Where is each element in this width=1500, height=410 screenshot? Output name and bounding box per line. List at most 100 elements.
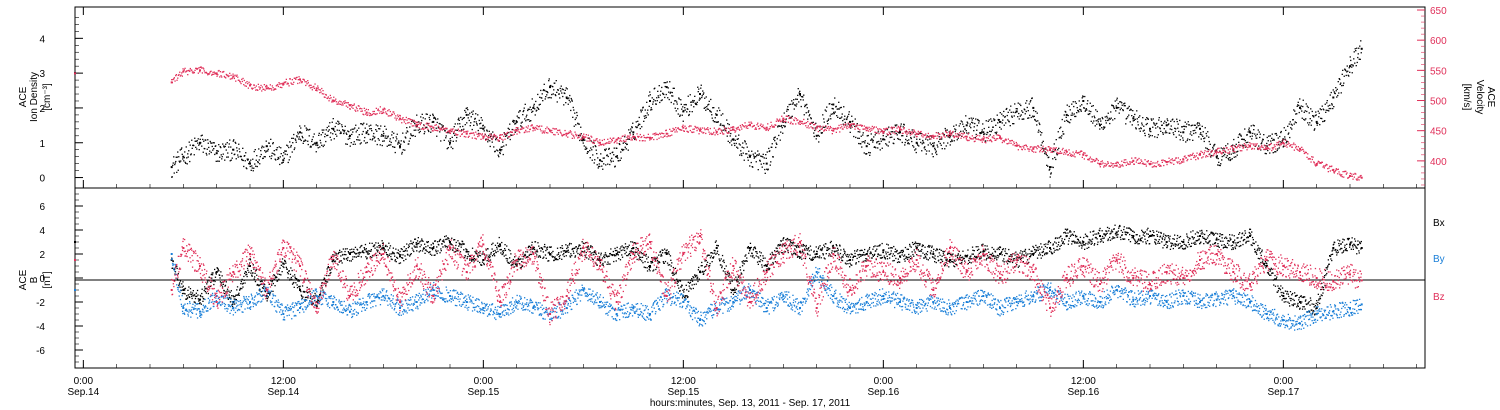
point-ion-density bbox=[1247, 131, 1249, 133]
point-ion-density bbox=[264, 150, 266, 152]
point-velocity bbox=[817, 125, 819, 127]
point-ion-density bbox=[565, 96, 568, 99]
point-ion-density bbox=[1031, 97, 1033, 99]
point-ion-density bbox=[263, 156, 265, 158]
point-ion-density bbox=[949, 137, 951, 139]
point-velocity bbox=[1288, 142, 1290, 145]
point-velocity bbox=[587, 134, 589, 136]
point-ion-density bbox=[415, 126, 417, 128]
point-ion-density bbox=[256, 165, 258, 168]
point-ion-density bbox=[954, 128, 956, 130]
point-velocity bbox=[282, 82, 285, 85]
point-ion-density bbox=[797, 88, 799, 90]
point-ion-density bbox=[191, 139, 193, 141]
point-bx bbox=[1199, 235, 1201, 237]
point-velocity bbox=[595, 138, 597, 140]
point-ion-density bbox=[185, 146, 187, 148]
point-velocity bbox=[1315, 162, 1318, 165]
point-ion-density bbox=[609, 152, 611, 155]
point-ion-density bbox=[524, 118, 526, 120]
point-velocity bbox=[931, 136, 933, 138]
point-ion-density bbox=[1108, 119, 1110, 121]
point-ion-density bbox=[1081, 104, 1083, 106]
point-velocity bbox=[292, 83, 294, 85]
point-velocity bbox=[779, 120, 781, 122]
point-velocity bbox=[664, 135, 666, 137]
point-ion-density bbox=[369, 128, 371, 130]
point-ion-density bbox=[552, 93, 554, 95]
point-ion-density bbox=[1102, 118, 1104, 120]
point-velocity bbox=[237, 76, 239, 78]
point-velocity bbox=[1173, 159, 1175, 161]
point-velocity bbox=[1142, 162, 1144, 164]
point-ion-density bbox=[651, 108, 653, 111]
point-velocity bbox=[783, 121, 785, 123]
point-ion-density bbox=[257, 161, 259, 163]
point-velocity bbox=[398, 119, 400, 121]
point-velocity bbox=[343, 102, 345, 104]
point-ion-density bbox=[694, 95, 696, 97]
point-ion-density bbox=[1118, 107, 1120, 109]
point-ion-density bbox=[729, 142, 731, 144]
point-ion-density bbox=[1335, 87, 1337, 89]
point-velocity bbox=[618, 137, 620, 139]
point-velocity bbox=[893, 126, 895, 129]
point-velocity bbox=[521, 126, 523, 128]
point-velocity bbox=[875, 126, 877, 128]
point-velocity bbox=[969, 136, 971, 139]
point-ion-density bbox=[609, 163, 611, 166]
point-velocity bbox=[592, 142, 594, 144]
point-velocity bbox=[916, 135, 918, 138]
point-velocity bbox=[581, 138, 583, 140]
point-ion-density bbox=[470, 122, 472, 124]
point-velocity bbox=[404, 119, 406, 121]
point-bx bbox=[310, 303, 312, 305]
point-ion-density bbox=[1170, 120, 1172, 122]
point-velocity bbox=[250, 83, 252, 86]
point-velocity bbox=[1276, 141, 1278, 144]
point-velocity bbox=[614, 140, 616, 142]
point-velocity bbox=[407, 118, 409, 120]
point-velocity bbox=[862, 128, 864, 130]
point-ion-density bbox=[735, 142, 737, 145]
point-velocity bbox=[953, 136, 955, 139]
point-velocity bbox=[423, 128, 425, 131]
point-velocity bbox=[1351, 173, 1353, 175]
point-ion-density bbox=[788, 115, 790, 117]
point-velocity bbox=[191, 71, 193, 73]
point-ion-density bbox=[353, 141, 355, 143]
point-ion-density bbox=[887, 145, 889, 147]
point-ion-density bbox=[321, 144, 323, 146]
point-velocity bbox=[219, 76, 221, 78]
point-velocity bbox=[973, 137, 975, 139]
point-ion-density bbox=[666, 81, 668, 83]
point-velocity bbox=[251, 87, 253, 89]
point-ion-density bbox=[791, 115, 793, 117]
point-ion-density bbox=[1314, 114, 1316, 117]
point-ion-density bbox=[1215, 149, 1217, 151]
point-bx bbox=[270, 280, 272, 282]
point-ion-density bbox=[208, 153, 210, 155]
point-ion-density bbox=[902, 135, 904, 137]
point-ion-density bbox=[710, 111, 712, 113]
point-velocity bbox=[681, 126, 683, 128]
point-velocity bbox=[803, 122, 805, 125]
point-ion-density bbox=[440, 140, 442, 142]
point-ion-density bbox=[489, 140, 491, 142]
point-ion-density bbox=[1313, 129, 1315, 131]
point-ion-density bbox=[467, 109, 469, 111]
point-velocity bbox=[248, 81, 250, 83]
point-ion-density bbox=[819, 129, 821, 132]
point-velocity bbox=[599, 143, 601, 146]
point-ion-density bbox=[174, 162, 176, 164]
point-ion-density bbox=[793, 108, 795, 110]
point-ion-density bbox=[473, 121, 475, 123]
point-velocity bbox=[206, 72, 208, 74]
point-ion-density bbox=[1315, 120, 1318, 123]
point-ion-density bbox=[632, 122, 634, 124]
point-bx bbox=[204, 286, 206, 288]
point-ion-density bbox=[1164, 120, 1166, 122]
point-ion-density bbox=[230, 146, 232, 148]
point-ion-density bbox=[1271, 133, 1273, 135]
point-ion-density bbox=[775, 142, 777, 144]
